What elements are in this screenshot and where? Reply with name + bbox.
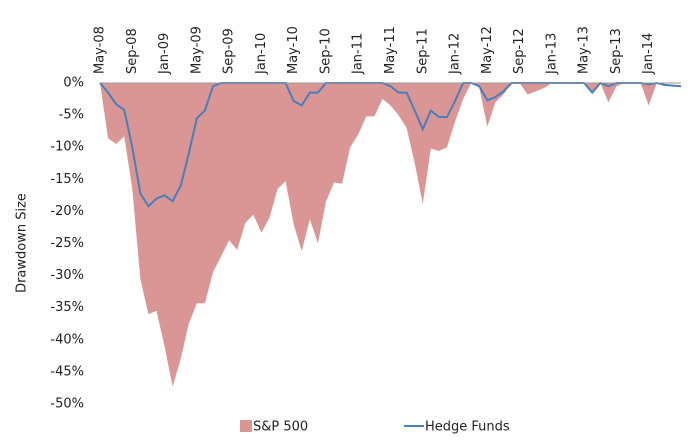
x-tick-label: Sep-13 — [609, 28, 624, 74]
x-tick-label: Sep-09 — [222, 28, 237, 74]
y-tick-label: 0% — [63, 76, 84, 91]
y-axis-label: Drawdown Size — [15, 193, 30, 293]
x-tick-label: Sep-11 — [415, 28, 430, 74]
x-tick-label: Sep-12 — [512, 28, 527, 74]
y-tick-label: -30% — [50, 268, 84, 283]
y-tick-label: -25% — [50, 236, 84, 251]
x-tick-label: May-11 — [383, 26, 398, 74]
x-tick-label: May-12 — [480, 26, 495, 74]
x-tick-label: Jan-14 — [641, 33, 656, 75]
x-tick-label: Jan-10 — [254, 33, 269, 75]
y-tick-label: -15% — [50, 172, 84, 187]
x-tick-label: Jan-13 — [544, 33, 559, 75]
y-tick-label: -50% — [50, 397, 84, 412]
x-tick-label: Jan-09 — [157, 33, 172, 75]
x-tick-label: May-09 — [189, 26, 204, 74]
x-tick-label: Sep-08 — [125, 28, 140, 74]
area — [100, 83, 681, 387]
x-tick-label: Jan-11 — [351, 33, 366, 75]
y-tick-label: -40% — [50, 332, 84, 347]
x-tick-label: May-10 — [286, 26, 301, 74]
x-tick-label: May-08 — [93, 26, 108, 74]
x-tick-label: May-13 — [577, 26, 592, 74]
legend-label: S&P 500 — [253, 420, 308, 435]
legend-label: Hedge Funds — [425, 420, 510, 435]
x-tick-label: Sep-10 — [318, 28, 333, 74]
y-tick-label: -10% — [50, 140, 84, 155]
y-tick-label: -20% — [50, 204, 84, 219]
y-tick-label: -35% — [50, 300, 84, 315]
legend-swatch — [240, 420, 252, 432]
y-tick-label: -45% — [50, 364, 84, 379]
y-tick-label: -5% — [59, 108, 84, 123]
x-tick-label: Jan-12 — [448, 33, 463, 75]
